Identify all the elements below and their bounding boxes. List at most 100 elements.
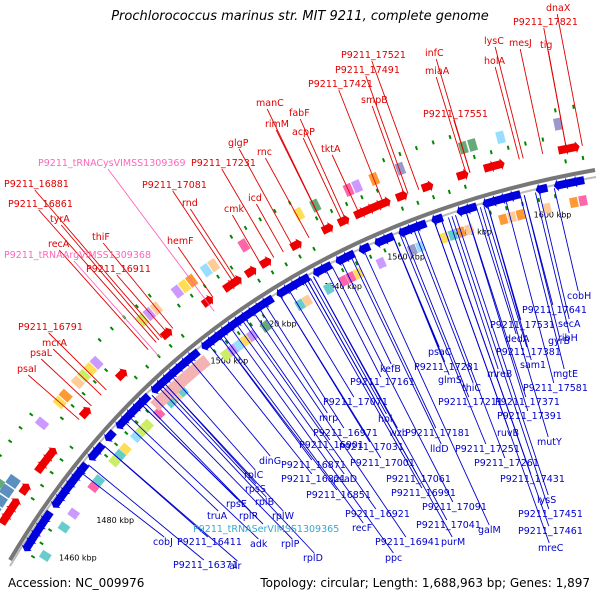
gene-label-icd[interactable]: icd	[248, 193, 262, 204]
gene-label-lysc[interactable]: lysC	[484, 36, 504, 47]
gene-label-p9211-17261[interactable]: P9211_17261	[474, 458, 539, 469]
gene-label-psai[interactable]: psaI	[17, 364, 37, 375]
gene-label-ppc[interactable]: ppc	[385, 553, 402, 564]
gene-label-p9211-trnacysvimss1309369[interactable]: P9211_tRNACysVIMSS1309369	[38, 158, 186, 169]
gene-label-hola[interactable]: holA	[484, 56, 505, 67]
gene-label-p9211-17641[interactable]: P9211_17641	[522, 305, 587, 316]
gene-label-p9211-17431[interactable]: P9211_17431	[500, 474, 565, 485]
gene-label-deda[interactable]: dedA	[505, 334, 530, 345]
gene-label-tkta[interactable]: tktA	[321, 144, 341, 155]
gene-label-p9211-17391[interactable]: P9211_17391	[497, 411, 562, 422]
gene-label-mgte[interactable]: mgtE	[553, 369, 578, 380]
gene-label-p9211-16411[interactable]: P9211_16411	[177, 537, 242, 548]
gene-label-p9211-trnaargvimss1309368[interactable]: P9211_tRNAArgVIMSS1309368	[4, 250, 151, 261]
gene-label-kefb[interactable]: kefB	[380, 364, 401, 375]
gene-label-p9211-17251[interactable]: P9211_17251	[455, 444, 520, 455]
gene-label-fabf[interactable]: fabF	[289, 108, 310, 119]
gene-label-p9211-16871[interactable]: P9211_16871	[281, 460, 346, 471]
gene-label-rnd[interactable]: rnd	[182, 198, 198, 209]
gene-label-tig[interactable]: tig	[540, 40, 552, 51]
gene-label-p9211-17091[interactable]: P9211_17091	[422, 502, 487, 513]
gene-label-adk[interactable]: adk	[250, 539, 268, 550]
gene-label-mcra[interactable]: mcrA	[42, 338, 67, 349]
gene-label-p9211-17521[interactable]: P9211_17521	[341, 50, 406, 61]
gene-label-p9211-17061[interactable]: P9211_17061	[386, 474, 451, 485]
gene-label-p9211-17041[interactable]: P9211_17041	[416, 520, 481, 531]
gene-label-p9211-17081[interactable]: P9211_17081	[142, 180, 207, 191]
gene-label-muty[interactable]: mutY	[537, 437, 562, 448]
gene-label-rpse[interactable]: rpsE	[226, 499, 247, 510]
gene-label-cobh[interactable]: cobH	[567, 291, 591, 302]
gene-label-p9211-16901[interactable]: P9211_16901	[299, 440, 364, 451]
gene-label-p9211-16861[interactable]: P9211_16861	[8, 199, 73, 210]
gene-label-p9211-17461[interactable]: P9211_17461	[518, 526, 583, 537]
gene-label-trua[interactable]: truA	[207, 511, 228, 522]
gene-label-mreb[interactable]: mreB	[487, 369, 512, 380]
gene-label-lldd[interactable]: lldD	[430, 444, 449, 455]
gene-label-p9211-16821[interactable]: P9211_16821	[281, 474, 346, 485]
gene-label-p9211-16881[interactable]: P9211_16881	[4, 179, 69, 190]
gene-label-dnax[interactable]: dnaX	[546, 3, 571, 14]
gene-label-rpss[interactable]: rpsS	[245, 484, 266, 495]
gene-label-rpld[interactable]: rplD	[303, 553, 323, 564]
gene-label-rnc[interactable]: rnc	[257, 147, 272, 158]
gene-label-hol[interactable]: hol	[378, 414, 392, 425]
gene-label-wzb[interactable]: wzb	[389, 428, 408, 439]
gene-label-psad[interactable]: psaD	[333, 474, 357, 485]
gene-label-psac[interactable]: psaC	[428, 347, 452, 358]
gene-label-rplp[interactable]: rplP	[281, 539, 300, 550]
gene-label-p9211-17071[interactable]: P9211_17071	[323, 397, 388, 408]
gene-label-p9211-17281[interactable]: P9211_17281	[414, 362, 479, 373]
gene-label-thic[interactable]: thiC	[462, 383, 481, 394]
gene-label-p9211-17421[interactable]: P9211_17421	[308, 79, 373, 90]
gene-label-manc[interactable]: manC	[256, 98, 284, 109]
gene-label-recf[interactable]: recF	[352, 523, 372, 534]
gene-label-p9211-17381[interactable]: P9211_17381	[496, 347, 561, 358]
gene-label-gyrb[interactable]: gyrB	[548, 336, 570, 347]
gene-label-rimm[interactable]: rimM	[265, 119, 289, 130]
gene-label-ruvb[interactable]: ruvB	[497, 428, 519, 439]
gene-label-p9211-17231[interactable]: P9211_17231	[191, 158, 256, 169]
gene-label-ribh[interactable]: ribH	[558, 333, 578, 344]
gene-label-glms[interactable]: glmS	[438, 375, 462, 386]
gene-label-rplc[interactable]: rplC	[244, 470, 264, 481]
gene-label-p9211-17211[interactable]: P9211_17211	[438, 397, 503, 408]
gene-label-psal[interactable]: psaL	[30, 348, 53, 359]
gene-label-sam1[interactable]: sam1	[520, 360, 546, 371]
gene-label-glgp[interactable]: glgP	[228, 138, 249, 149]
gene-label-ding[interactable]: dinG	[259, 456, 281, 467]
gene-label-p9211-16971[interactable]: P9211_16971	[313, 428, 378, 439]
gene-label-p9211-17161[interactable]: P9211_17161	[350, 377, 415, 388]
gene-label-infc[interactable]: infC	[425, 48, 444, 59]
gene-label-miaa[interactable]: miaA	[425, 66, 450, 77]
gene-label-p9211-16911[interactable]: P9211_16911	[86, 264, 151, 275]
gene-label-p9211-16791[interactable]: P9211_16791	[18, 322, 83, 333]
gene-label-p9211-17581[interactable]: P9211_17581	[523, 383, 588, 394]
gene-label-p9211-17531[interactable]: P9211_17531	[490, 320, 555, 331]
gene-label-galm[interactable]: galM	[478, 525, 501, 536]
gene-label-lyss[interactable]: lysS	[537, 495, 556, 506]
gene-label-p9211-16851[interactable]: P9211_16851	[306, 490, 371, 501]
gene-label-mesj[interactable]: mesJ	[509, 38, 532, 49]
gene-label-p9211-17821[interactable]: P9211_17821	[513, 17, 578, 28]
gene-label-p9211-16921[interactable]: P9211_16921	[345, 509, 410, 520]
gene-label-seca[interactable]: secA	[558, 319, 581, 330]
gene-label-p9211-17551[interactable]: P9211_17551	[423, 109, 488, 120]
gene-label-acpp[interactable]: acpP	[292, 127, 315, 138]
gene-label-cmk[interactable]: cmk	[224, 204, 244, 215]
gene-label-p9211-trnaservimss1309365[interactable]: P9211_tRNASerVIMSS1309365	[193, 524, 339, 535]
gene-label-thif[interactable]: thiF	[92, 232, 110, 243]
gene-label-p9211-17001[interactable]: P9211_17001	[350, 458, 415, 469]
gene-label-mrp[interactable]: mrp	[319, 413, 338, 424]
gene-label-rplw[interactable]: rplW	[272, 511, 295, 522]
gene-label-alr[interactable]: alr	[229, 561, 241, 572]
gene-label-mrec[interactable]: mreC	[538, 543, 564, 554]
gene-label-p9211-17451[interactable]: P9211_17451	[518, 509, 583, 520]
gene-label-p9211-16941[interactable]: P9211_16941	[375, 537, 440, 548]
gene-label-smpb[interactable]: smpB	[361, 95, 388, 106]
gene-label-rplr[interactable]: rplR	[239, 511, 259, 522]
gene-label-purm[interactable]: purM	[441, 537, 465, 548]
gene-label-p9211-17031[interactable]: P9211_17031	[339, 442, 404, 453]
gene-label-rplb[interactable]: rplB	[255, 497, 274, 508]
gene-label-hemf[interactable]: hemF	[167, 236, 194, 247]
